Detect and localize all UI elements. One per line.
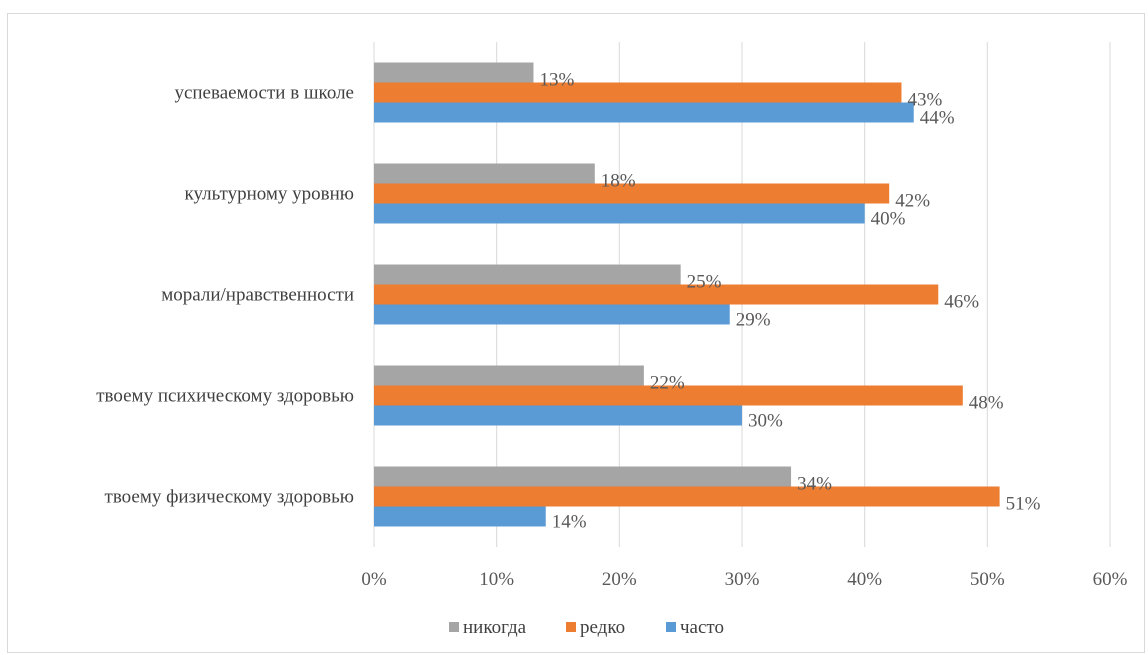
legend: никогда редко часто — [449, 617, 724, 638]
category-label: культурному уровню — [184, 184, 354, 205]
category-labels: успеваемости в школе культурному уровню мо… — [96, 83, 354, 508]
data-label: 40% — [871, 209, 906, 230]
bar — [374, 506, 546, 527]
x-tick-labels: 0% 10% 20% 30% 40% 50% 60% — [361, 569, 1127, 590]
bar — [374, 163, 595, 184]
category-label: успеваемости в школе — [174, 83, 354, 104]
data-label: 44% — [920, 108, 955, 129]
category-label: твоему психическому здоровью — [96, 386, 354, 407]
data-label: 34% — [797, 474, 832, 495]
bar — [374, 264, 681, 285]
bar — [374, 466, 792, 487]
x-tick-label: 10% — [479, 569, 514, 590]
data-label: 29% — [736, 310, 771, 331]
bar — [374, 82, 902, 103]
x-tick-label: 30% — [725, 569, 760, 590]
legend-swatch — [449, 622, 459, 632]
bar — [374, 183, 890, 204]
bar — [374, 102, 914, 123]
data-label: 42% — [895, 191, 930, 212]
legend-label: часто — [680, 617, 724, 638]
legend-swatch — [566, 622, 576, 632]
category-label: твоему физическому здоровью — [105, 487, 354, 508]
data-label: 25% — [687, 272, 722, 293]
bar — [374, 304, 730, 325]
x-tick-label: 40% — [847, 569, 882, 590]
bar — [374, 385, 963, 406]
bars — [374, 62, 1000, 527]
x-tick-label: 50% — [970, 569, 1005, 590]
data-label: 22% — [650, 373, 685, 394]
x-tick-label: 60% — [1093, 569, 1128, 590]
x-tick-label: 20% — [602, 569, 637, 590]
data-label: 13% — [539, 70, 574, 91]
x-tick-label: 0% — [361, 569, 387, 590]
legend-label: никогда — [463, 617, 527, 638]
data-label: 14% — [552, 512, 587, 533]
bar — [374, 284, 939, 305]
bar — [374, 62, 534, 83]
data-label: 51% — [1006, 494, 1041, 515]
data-label: 30% — [748, 411, 783, 432]
category-label: морали/нравственности — [161, 285, 354, 306]
bar — [374, 365, 644, 386]
data-label: 48% — [969, 393, 1004, 414]
bar — [374, 405, 742, 426]
legend-label: редко — [580, 617, 625, 638]
data-label: 18% — [601, 171, 636, 192]
legend-swatch — [666, 622, 676, 632]
bar — [374, 486, 1000, 507]
bar — [374, 203, 865, 224]
data-labels: 13% 43%44% 18% 42%40% 25% 46% 29% 22% 48% 30% 34% 5… — [539, 70, 1040, 533]
data-label: 43% — [907, 90, 942, 111]
data-label: 46% — [944, 292, 979, 313]
